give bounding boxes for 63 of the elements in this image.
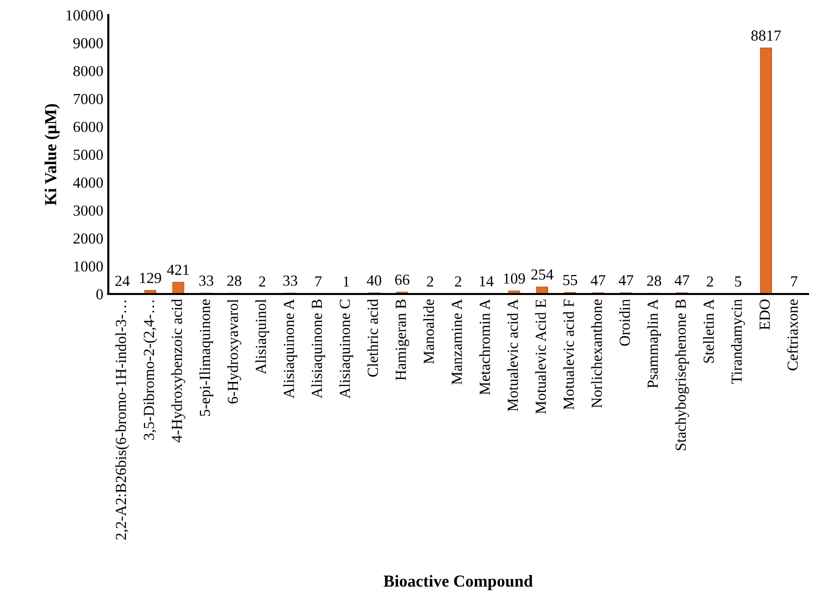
y-tick-label: 8000 (73, 66, 103, 76)
data-label: 129 (140, 272, 162, 284)
data-label: 421 (167, 264, 189, 275)
data-label: 1 (344, 276, 350, 287)
x-tick-label: 3,5-Dibromo-2-(2,4-… (143, 300, 158, 440)
x-tick-label: Alisiaquinone A (283, 298, 298, 398)
y-tick-label: 1000 (74, 261, 103, 272)
y-tick-label: 4000 (73, 178, 103, 188)
y-tick-label: 5000 (74, 150, 103, 160)
x-axis-title: Bioactive Compound (384, 575, 533, 590)
x-tick-label: Motualevic acid A (507, 298, 518, 412)
x-tick-label: Manoalide (423, 299, 434, 364)
x-tick-label: Alisiaquinone B (311, 300, 326, 398)
x-tick-label: Metachromin A (479, 298, 490, 395)
data-label: 7 (315, 276, 322, 286)
x-tick-label: Clethric acid (367, 299, 378, 377)
x-tick-label: Motualevic Acid E (535, 300, 546, 414)
x-tick-label: Norlichexanthone (591, 299, 602, 408)
y-tick-label: 2000 (74, 233, 103, 244)
x-tick-label: Motualevic acid F (563, 299, 574, 410)
data-label: 254 (531, 269, 554, 280)
data-label: 5 (735, 276, 742, 287)
x-tick-label: Oroidin (619, 299, 630, 346)
x-tick-label: Hamigeran B (396, 300, 410, 380)
x-tick-label: Alisiaquinone C (339, 300, 354, 398)
x-tick-label: Stelletin A (703, 298, 714, 363)
data-label: 40 (366, 275, 382, 286)
data-label: 8817 (751, 30, 781, 41)
x-tick-label: Tirandamycin (731, 299, 745, 384)
y-tick-label: 3000 (74, 205, 103, 216)
x-tick-label: Ceftriaxone (786, 299, 798, 370)
y-axis-title: Ki Value (µM) (44, 104, 60, 206)
data-label: 47 (590, 275, 606, 286)
data-label: 28 (647, 276, 662, 286)
data-label: 47 (674, 275, 690, 286)
data-label: 7 (791, 276, 798, 286)
y-tick-label: 6000 (74, 122, 103, 132)
x-tick-label: EDO (760, 299, 770, 330)
x-tick-label: Alisiaquinol (255, 299, 270, 374)
y-tick-label: 10000 (66, 10, 103, 20)
data-label: 66 (395, 274, 410, 285)
x-tick-label: 4-Hydroxybenzoic acid (171, 299, 186, 442)
x-tick-label: Psammaplin A (647, 298, 661, 388)
data-label: 28 (227, 276, 242, 286)
data-label: 109 (504, 273, 525, 284)
x-tick-label: Stachybogrisephenone B (675, 300, 690, 450)
data-label: 14 (480, 276, 494, 286)
data-label: 2 (455, 276, 462, 287)
data-label: 2 (706, 276, 714, 287)
data-label: 55 (563, 275, 578, 286)
data-label: 33 (283, 276, 298, 286)
x-tick-label: 5-epi-Ilimaquinone (199, 299, 214, 416)
x-tick-label: 2,2-A2:B26bis(6-bromo-1H-indol-3-… (115, 300, 130, 540)
y-tick-label: 0 (96, 289, 103, 300)
x-tick-label: Manzamine A (452, 298, 462, 385)
y-tick-label: 9000 (73, 38, 103, 48)
data-label: 2 (427, 276, 434, 287)
data-label: 33 (199, 276, 214, 286)
data-label: 24 (115, 276, 130, 286)
data-label: 47 (618, 275, 634, 286)
data-label: 2 (259, 276, 266, 287)
x-tick-label: 6-Hydroxyavarol (227, 299, 242, 404)
y-tick-label: 7000 (74, 94, 103, 104)
